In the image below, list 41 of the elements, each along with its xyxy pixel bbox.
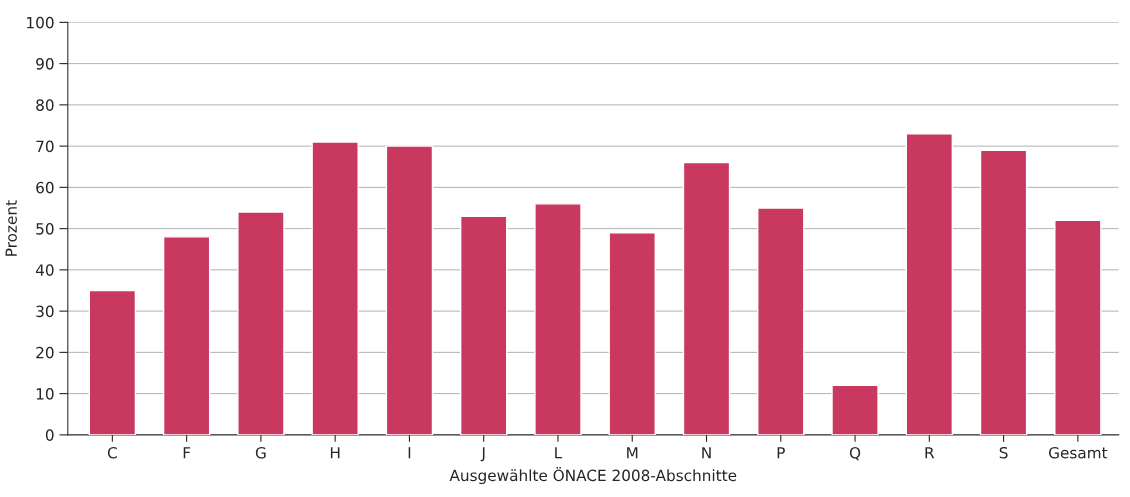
bar <box>1054 219 1102 435</box>
y-tick-label: 30 <box>36 305 54 318</box>
bar <box>682 161 731 435</box>
y-tick-label: 50 <box>36 223 54 235</box>
bar <box>385 145 434 435</box>
bar <box>88 289 137 435</box>
x-tick-label: P <box>777 447 785 459</box>
x-tick-label: G <box>255 446 266 459</box>
x-tick-label: Gesamt <box>1048 446 1108 459</box>
y-tick-label: 0 <box>45 429 54 441</box>
y-tick-label: 40 <box>35 264 54 276</box>
y-tick-label: 80 <box>36 99 54 111</box>
bar <box>831 384 879 435</box>
x-tick-label: C <box>107 446 117 459</box>
bar <box>237 211 285 435</box>
y-tick-label: 10 <box>36 388 54 400</box>
x-tick-label: L <box>555 447 563 459</box>
y-tick-label: 60 <box>36 181 54 194</box>
bar <box>311 141 359 435</box>
bar <box>757 207 805 435</box>
x-tick-label: Q <box>849 446 861 461</box>
bar <box>162 236 211 435</box>
x-tick-label: I <box>408 447 411 459</box>
y-tick-label: 90 <box>36 58 54 70</box>
x-tick-label: S <box>999 446 1008 459</box>
y-tick-label: 70 <box>36 140 54 153</box>
x-tick-label: M <box>627 447 638 459</box>
y-axis-title: Prozent <box>5 200 17 256</box>
x-tick-label: N <box>702 447 711 459</box>
x-tick-label: R <box>925 447 935 459</box>
bar <box>608 232 656 435</box>
bar <box>905 133 954 435</box>
bar <box>459 215 508 435</box>
x-tick-label: J <box>480 447 485 462</box>
y-tick-label: 20 <box>36 346 54 359</box>
bar <box>979 149 1028 435</box>
x-tick-label: H <box>330 447 340 459</box>
bar <box>534 203 582 435</box>
x-axis-title: Ausgewählte ÖNACE 2008-Abschnitte <box>449 467 737 485</box>
x-tick-label: F <box>183 447 191 459</box>
y-tick-label: 100 <box>27 16 54 29</box>
